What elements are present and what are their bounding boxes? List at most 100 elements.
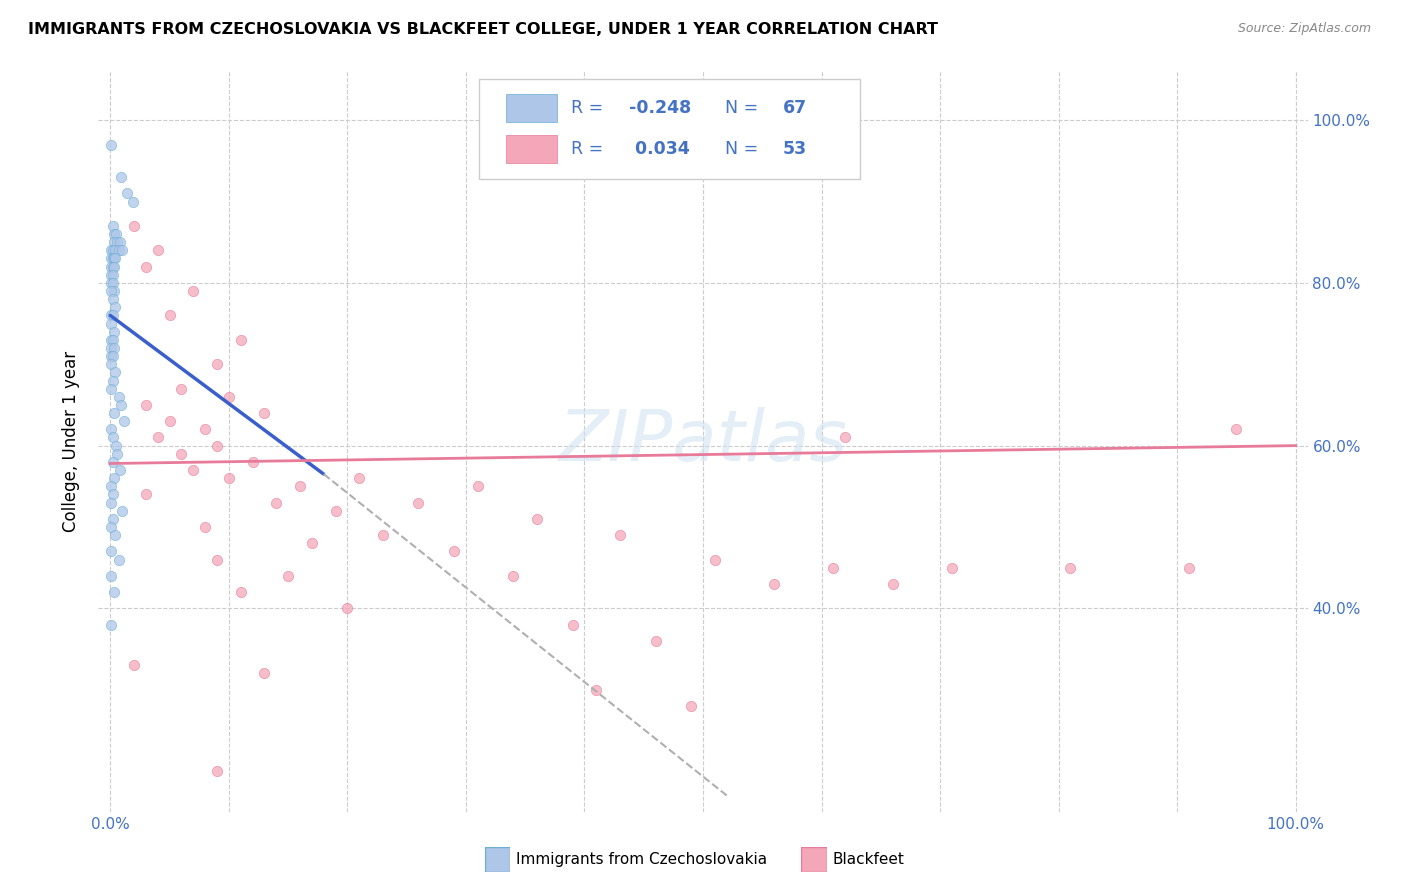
Point (101, 292, 124, 306)
Point (100, 349, 122, 363)
Text: Source: ZipAtlas.com: Source: ZipAtlas.com (1237, 22, 1371, 36)
Point (301, 536, 323, 550)
Text: R =: R = (571, 99, 609, 118)
Point (526, 512, 548, 526)
Point (100, 284, 122, 298)
Text: Blackfeet: Blackfeet (832, 853, 904, 867)
Point (502, 568, 524, 582)
Point (443, 544, 465, 558)
Point (159, 309, 181, 323)
Point (101, 512, 124, 526)
Text: IMMIGRANTS FROM CZECHOSLOVAKIA VS BLACKFEET COLLEGE, UNDER 1 YEAR CORRELATION CH: IMMIGRANTS FROM CZECHOSLOVAKIA VS BLACKF… (28, 22, 938, 37)
Point (121, 194, 143, 209)
Point (110, 170, 132, 185)
Point (105, 439, 128, 453)
Point (103, 471, 125, 485)
Point (104, 528, 127, 542)
Point (103, 252, 125, 266)
Point (108, 463, 131, 477)
Point (105, 447, 128, 461)
Point (205, 357, 228, 371)
Point (103, 260, 125, 274)
Point (644, 633, 666, 648)
Point (834, 430, 856, 444)
Point (763, 577, 786, 591)
Point (104, 365, 127, 379)
Point (205, 439, 228, 453)
Point (101, 309, 124, 323)
Point (100, 252, 122, 266)
Point (181, 463, 204, 477)
Point (1059, 560, 1081, 574)
Point (100, 260, 122, 274)
Point (159, 414, 181, 428)
Point (336, 601, 359, 615)
Point (242, 455, 264, 469)
Point (467, 479, 489, 493)
Point (110, 398, 132, 412)
Point (100, 617, 122, 632)
Point (114, 414, 136, 428)
Point (135, 487, 157, 501)
Point (100, 309, 122, 323)
Point (100, 341, 122, 355)
Point (253, 666, 276, 681)
Point (100, 137, 122, 152)
Point (100, 333, 122, 347)
Point (194, 520, 217, 534)
Point (101, 268, 124, 282)
Point (101, 244, 124, 258)
Point (135, 398, 157, 412)
Text: R =: R = (571, 140, 609, 158)
Point (100, 357, 122, 371)
Point (101, 430, 124, 444)
Point (104, 301, 127, 315)
Point (111, 244, 134, 258)
Point (823, 560, 845, 574)
Point (371, 528, 394, 542)
Point (100, 495, 122, 509)
Point (229, 333, 252, 347)
Point (122, 219, 145, 233)
Text: ZIPatlas: ZIPatlas (558, 407, 848, 476)
Text: -0.248: -0.248 (630, 99, 692, 118)
Point (103, 235, 125, 250)
Point (101, 276, 124, 290)
Point (101, 260, 124, 274)
Point (408, 495, 430, 509)
Point (170, 382, 193, 396)
Point (107, 244, 129, 258)
Point (277, 568, 299, 582)
Point (101, 455, 124, 469)
Point (100, 544, 122, 558)
Point (941, 560, 963, 574)
Point (146, 430, 169, 444)
Point (103, 406, 125, 420)
Point (101, 374, 124, 388)
Point (585, 682, 607, 697)
Point (104, 244, 127, 258)
Point (703, 552, 725, 566)
Point (101, 219, 124, 233)
Point (122, 658, 145, 673)
Bar (506, 135, 557, 163)
Text: Immigrants from Czechoslovakia: Immigrants from Czechoslovakia (516, 853, 768, 867)
Point (104, 252, 127, 266)
Y-axis label: College, Under 1 year: College, Under 1 year (62, 351, 80, 533)
Point (229, 585, 252, 599)
Text: 0.034: 0.034 (630, 140, 690, 158)
Point (103, 325, 125, 339)
Point (105, 227, 128, 241)
Point (100, 268, 122, 282)
Point (100, 479, 122, 493)
Point (100, 317, 122, 331)
Point (135, 260, 157, 274)
Point (264, 495, 287, 509)
Point (107, 552, 129, 566)
Point (111, 504, 134, 518)
Point (194, 422, 217, 436)
Point (882, 577, 904, 591)
Point (218, 390, 240, 404)
Point (115, 186, 138, 201)
Text: N =: N = (714, 140, 763, 158)
